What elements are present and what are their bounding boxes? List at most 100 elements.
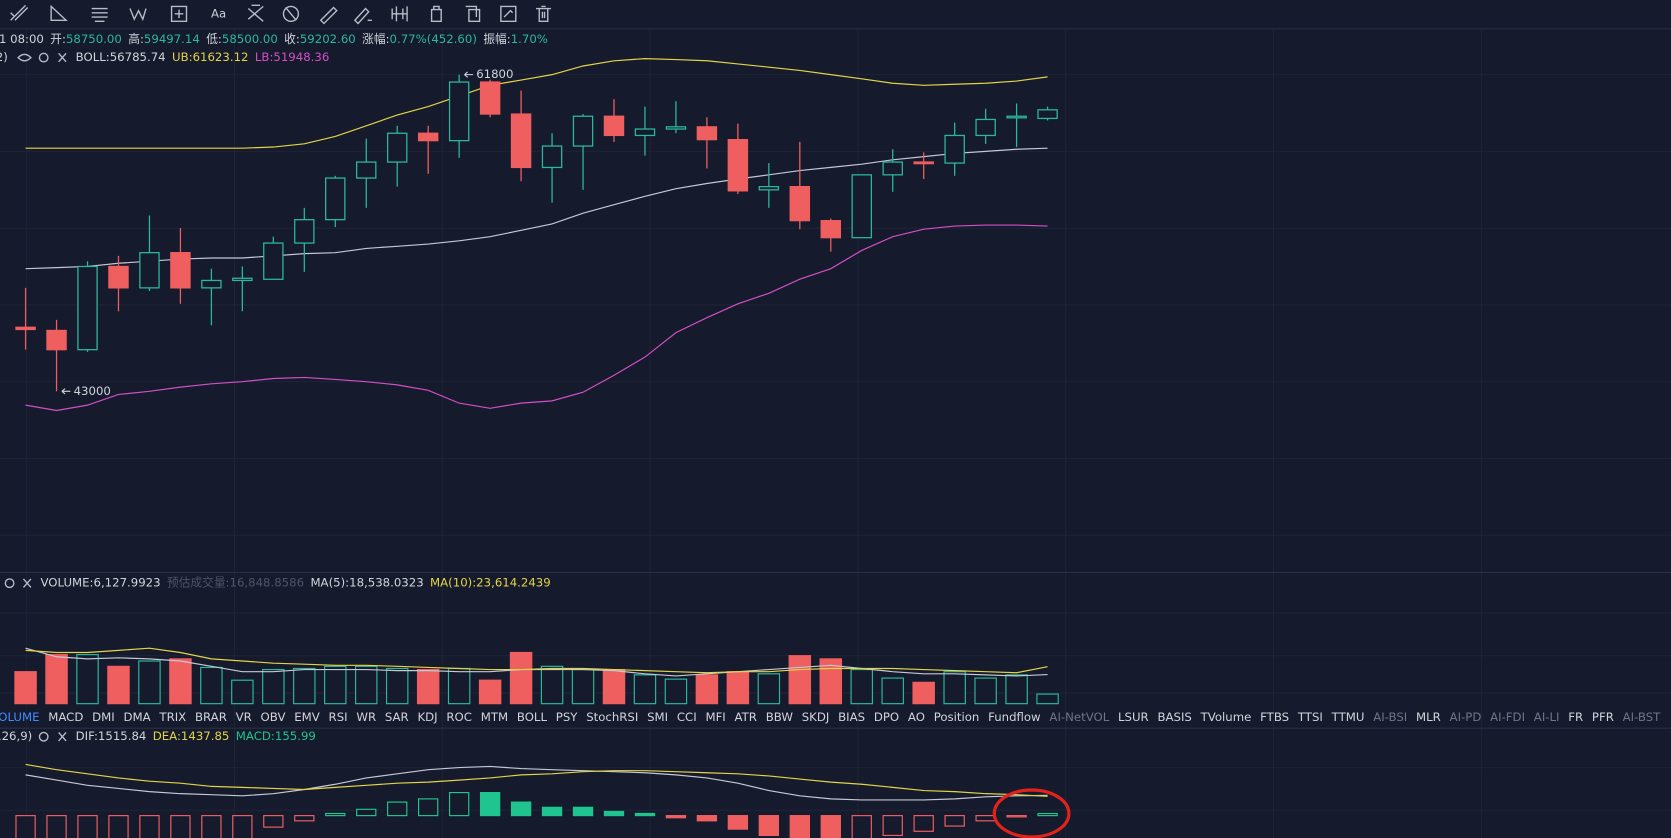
volume-bar (850, 668, 873, 705)
candle-body (386, 132, 408, 163)
indicator-tab[interactable]: DMI (92, 710, 115, 724)
candle-body (1006, 115, 1027, 119)
indicator-tab[interactable]: AI-BSI (1373, 710, 1407, 724)
indicator-tab[interactable]: TTMU (1331, 710, 1365, 724)
indicator-tab[interactable]: TTSI (1297, 710, 1323, 724)
copy-tool[interactable] (465, 5, 481, 23)
indicator-tab[interactable]: AI-LI (1534, 710, 1560, 724)
candle-body (727, 139, 749, 192)
indicator-tab[interactable]: DPO (874, 710, 899, 724)
volume-bar (943, 671, 966, 705)
volume-bar (757, 673, 781, 705)
candle-body (15, 326, 36, 331)
indicator-tab[interactable]: PFR (1592, 710, 1614, 724)
candle-body (46, 329, 67, 351)
indicator-tab[interactable]: BRAR (195, 710, 227, 724)
value: 59497.14 (144, 32, 200, 46)
ub-legend: UB:61623.12 (172, 50, 248, 64)
settings-icon[interactable] (38, 52, 49, 63)
indicator-tab[interactable]: ATR (735, 710, 757, 724)
indicator-tab[interactable]: FTBS (1260, 710, 1289, 724)
indicator-tab[interactable]: Fundflow (988, 710, 1041, 724)
eye-icon[interactable] (17, 53, 32, 62)
indicator-tab[interactable]: KDJ (417, 710, 437, 724)
indicator-tab[interactable]: VR (236, 710, 252, 724)
candle-body (170, 252, 191, 289)
label: 开: (50, 32, 66, 46)
candle-body (882, 161, 903, 176)
indicator-tab[interactable]: MLR (1416, 710, 1441, 724)
macd-bar (572, 806, 594, 817)
volume-bar (200, 666, 223, 705)
indicator-tab[interactable]: DMA (124, 710, 151, 724)
close-icon[interactable] (22, 578, 32, 588)
brush-tool[interactable] (247, 4, 264, 22)
indicator-tab[interactable]: AI-FDI (1490, 710, 1525, 724)
indicator-tab[interactable]: AO (908, 710, 925, 724)
settings-icon[interactable] (4, 578, 15, 589)
angle-tool[interactable] (50, 4, 68, 21)
trend-tool[interactable] (10, 4, 29, 21)
close-icon[interactable] (58, 52, 67, 63)
candle-body (108, 265, 129, 289)
indicator-tab[interactable]: VOLUME (0, 710, 39, 724)
macd-bar (758, 815, 780, 837)
pattern-tool[interactable] (391, 6, 408, 22)
macd-legend: MACD:155.99 (236, 729, 316, 743)
indicator-tab[interactable]: Position (934, 710, 980, 724)
indicator-tab[interactable]: RSI (329, 710, 348, 724)
label: 高: (128, 32, 144, 46)
eraser-tool[interactable] (353, 7, 372, 25)
macd-bar (541, 806, 563, 817)
indicator-tab[interactable]: AI-BST (1623, 710, 1662, 724)
indicator-tab[interactable]: PSY (556, 710, 579, 724)
indicator-tab[interactable]: TRIX (158, 710, 186, 724)
volume-bar (912, 681, 935, 705)
pencil-tool[interactable] (319, 6, 338, 25)
indicator-tab[interactable]: CCI (677, 710, 697, 724)
indicator-tab[interactable]: TVolume (1200, 710, 1252, 724)
settings-icon[interactable] (38, 731, 49, 742)
indicator-tab[interactable]: MACD (48, 710, 83, 724)
indicator-tab[interactable]: MFI (705, 710, 725, 724)
candle-body (201, 279, 222, 289)
macd-bar (139, 815, 160, 838)
delete-tool[interactable] (536, 5, 551, 23)
indicator-tab[interactable]: BASIS (1157, 710, 1191, 724)
indicator-tab[interactable]: LSUR (1118, 710, 1149, 724)
volume-bar (571, 668, 595, 705)
indicator-tab[interactable]: MTM (481, 710, 508, 724)
indicator-tab[interactable]: BIAS (838, 710, 865, 724)
indicator-tab[interactable]: SKDJ (802, 710, 830, 724)
indicator-tab[interactable]: BBW (766, 710, 794, 724)
volume-bar (633, 674, 657, 705)
hide-tool[interactable] (282, 5, 300, 22)
lock-tool[interactable] (430, 5, 442, 23)
indicator-tab[interactable]: SAR (385, 710, 409, 724)
boll-line (25, 147, 1048, 270)
indicator-tab[interactable]: SMI (647, 710, 668, 724)
volume-bar (664, 678, 688, 705)
fib-tool[interactable] (91, 7, 108, 23)
legends: 2) BOLL:56785.74 UB:61623.12 LB:51948.36 VOL… (0, 50, 551, 743)
indicator-tab[interactable]: OBV (261, 710, 286, 724)
indicator-tab[interactable]: AI-PD (1450, 710, 1482, 724)
candle-body (696, 126, 718, 141)
indicator-tab[interactable]: ROC (446, 710, 472, 724)
wave-tool[interactable] (129, 8, 147, 22)
edit-tool[interactable] (500, 5, 517, 23)
indicator-tab[interactable]: StochRSI (586, 710, 638, 724)
macd-bar (418, 798, 439, 817)
measure-tool[interactable] (170, 5, 188, 23)
boll-legend: BOLL:56785.74 (76, 50, 166, 64)
text-tool[interactable]: Aa (211, 6, 226, 20)
indicator-tab[interactable]: EMV (294, 710, 320, 724)
indicator-tab[interactable]: AI-NetVOL (1049, 710, 1109, 724)
indicator-tab[interactable]: BOLL (517, 710, 548, 724)
highlight-circle (992, 788, 1071, 838)
indicator-tab[interactable]: FR (1568, 710, 1583, 724)
macd-bar (77, 815, 98, 838)
close-icon[interactable] (58, 731, 67, 742)
indicator-tab[interactable]: WR (356, 710, 376, 724)
value: 0.77%(452.60) (390, 32, 477, 46)
